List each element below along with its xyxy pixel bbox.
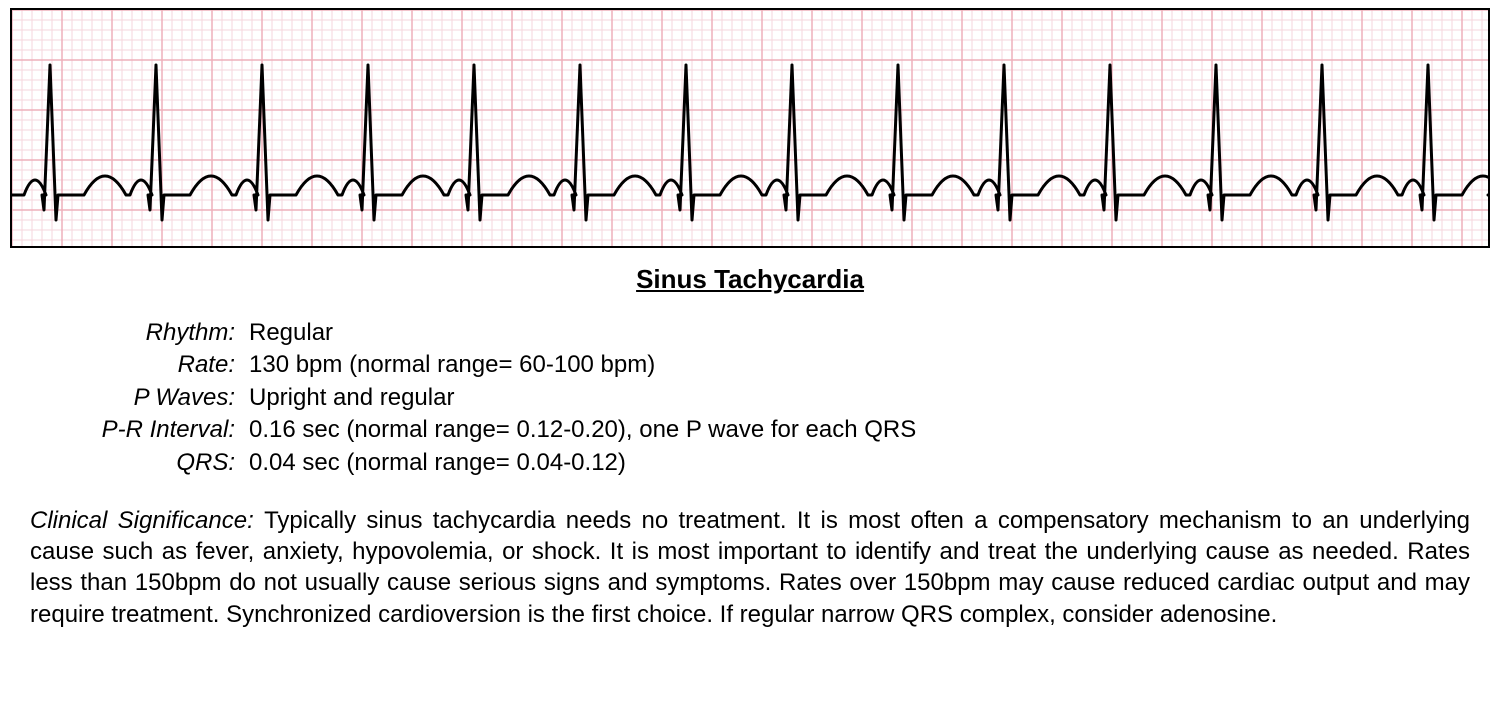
ecg-strip [10, 8, 1490, 248]
clinical-label: Clinical Significance: [30, 507, 254, 534]
diagnosis-title: Sinus Tachycardia [10, 264, 1490, 295]
param-qrs: QRS: 0.04 sec (normal range= 0.04-0.12) [50, 447, 1450, 479]
param-pr-value: 0.16 sec (normal range= 0.12-0.20), one … [249, 414, 1450, 446]
param-rate: Rate: 130 bpm (normal range= 60-100 bpm) [50, 349, 1450, 381]
param-pwaves-value: Upright and regular [249, 382, 1450, 414]
param-rhythm: Rhythm: Regular [50, 317, 1450, 349]
param-rhythm-label: Rhythm: [50, 317, 249, 349]
param-qrs-label: QRS: [50, 447, 249, 479]
param-rate-label: Rate: [50, 349, 249, 381]
page: Sinus Tachycardia Rhythm: Regular Rate: … [0, 0, 1500, 720]
param-rhythm-value: Regular [249, 317, 1450, 349]
param-pwaves-label: P Waves: [50, 382, 249, 414]
clinical-significance: Clinical Significance: Typically sinus t… [30, 505, 1470, 630]
param-pwaves: P Waves: Upright and regular [50, 382, 1450, 414]
parameter-list: Rhythm: Regular Rate: 130 bpm (normal ra… [50, 317, 1450, 479]
param-pr-label: P-R Interval: [50, 414, 249, 446]
ecg-svg [12, 10, 1488, 246]
param-qrs-value: 0.04 sec (normal range= 0.04-0.12) [249, 447, 1450, 479]
param-rate-value: 130 bpm (normal range= 60-100 bpm) [249, 349, 1450, 381]
param-pr-interval: P-R Interval: 0.16 sec (normal range= 0.… [50, 414, 1450, 446]
